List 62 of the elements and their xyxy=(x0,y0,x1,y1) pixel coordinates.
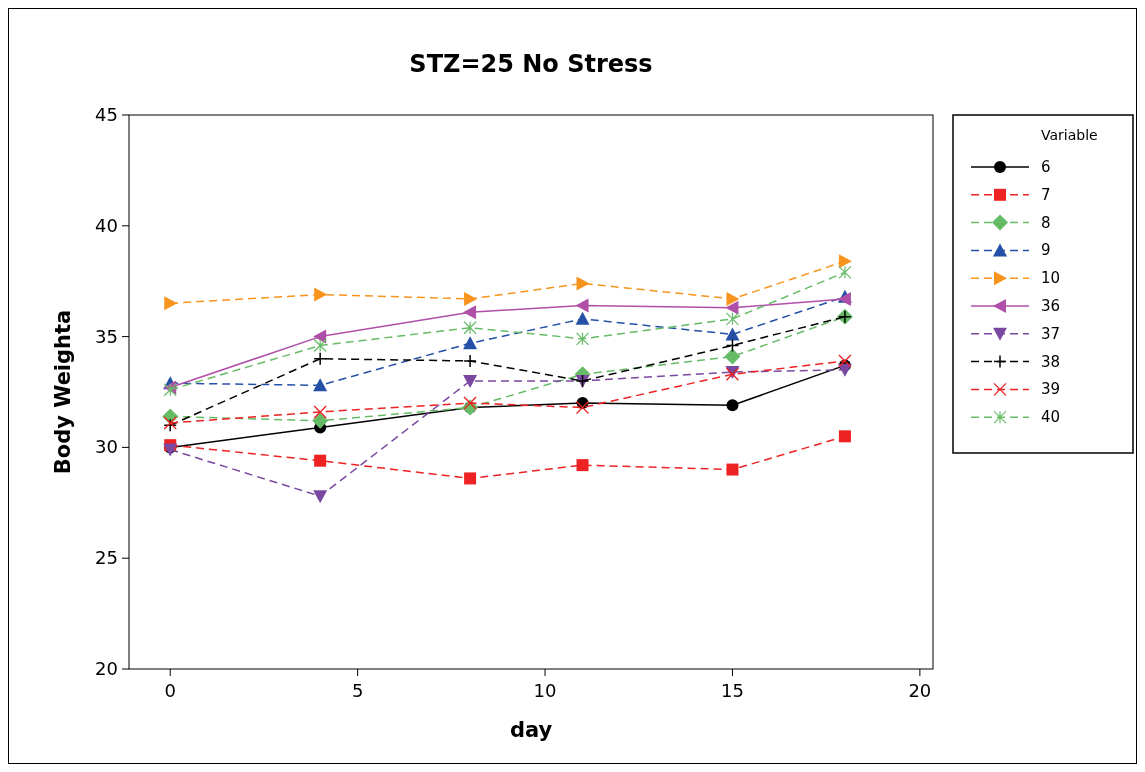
legend-label: 7 xyxy=(1041,185,1051,204)
legend-title: Variable xyxy=(1041,127,1098,143)
legend-label: 37 xyxy=(1041,324,1061,343)
legend-label: 36 xyxy=(1041,297,1061,315)
x-tick-label: 15 xyxy=(721,680,744,701)
point xyxy=(313,352,327,366)
point xyxy=(725,300,739,315)
legend-label: 9 xyxy=(1041,241,1051,260)
point xyxy=(464,472,477,485)
point xyxy=(838,254,852,269)
x-tick-label: 10 xyxy=(533,680,557,701)
point xyxy=(463,354,477,368)
legend-label: 39 xyxy=(1041,380,1061,399)
point xyxy=(837,363,852,377)
point xyxy=(314,454,327,467)
point xyxy=(838,265,852,279)
point xyxy=(463,336,478,350)
x-tick-label: 0 xyxy=(164,680,176,701)
y-tick-label: 40 xyxy=(95,214,118,236)
point xyxy=(463,396,477,410)
chart-title: STZ=25 No Stress xyxy=(409,50,653,78)
point xyxy=(726,463,739,476)
y-tick-label: 20 xyxy=(95,658,118,679)
legend-label: 38 xyxy=(1041,352,1061,371)
point xyxy=(463,305,477,320)
point xyxy=(463,321,477,335)
point xyxy=(726,399,739,412)
y-tick-label: 35 xyxy=(95,325,118,347)
x-tick-label: 5 xyxy=(351,680,364,701)
legend-label: 8 xyxy=(1041,213,1051,232)
point xyxy=(576,276,590,291)
point xyxy=(838,430,851,443)
point xyxy=(464,291,478,306)
point xyxy=(575,298,589,313)
x-axis-title: day xyxy=(509,718,553,742)
point xyxy=(313,490,328,504)
x-tick-label: 20 xyxy=(908,680,932,701)
point xyxy=(838,354,852,368)
y-tick-label: 30 xyxy=(95,436,118,458)
point xyxy=(312,412,329,429)
point xyxy=(724,348,741,365)
legend-label: 10 xyxy=(1041,269,1061,288)
point xyxy=(725,338,740,353)
point xyxy=(463,374,478,388)
point xyxy=(313,378,328,392)
point xyxy=(313,338,327,353)
point xyxy=(576,459,589,472)
point xyxy=(314,287,328,302)
y-tick-label: 45 xyxy=(95,104,118,125)
legend-label: 6 xyxy=(1041,158,1051,176)
legend-label: 40 xyxy=(1041,408,1061,427)
point xyxy=(313,405,327,419)
point xyxy=(726,291,740,306)
point xyxy=(575,332,590,346)
point xyxy=(313,329,327,344)
point xyxy=(725,327,740,341)
y-tick-label: 25 xyxy=(95,547,118,569)
point xyxy=(164,296,178,311)
point xyxy=(575,400,590,415)
y-axis-title: Body Weighta xyxy=(51,309,75,475)
point xyxy=(725,312,740,326)
point xyxy=(575,311,590,325)
